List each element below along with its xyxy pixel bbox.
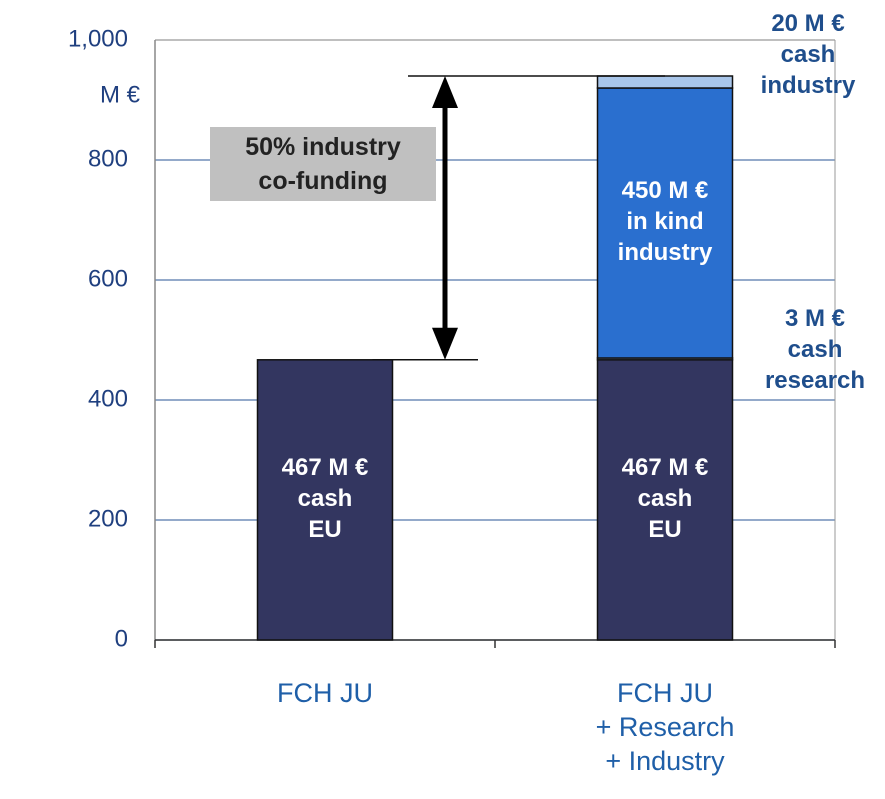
segment-label: 467 M € cash EU (282, 452, 369, 545)
segment-name: cash EU (297, 484, 353, 543)
y-tick-label: 600 (88, 265, 128, 292)
y-tick-label: 1,000 (68, 25, 128, 52)
value-label: 450 M € (621, 177, 709, 204)
x-tick-label: FCH JU (277, 678, 373, 708)
segment-name: cash industry (760, 41, 856, 99)
segment-name: cash EU (637, 484, 693, 543)
annotation: 50% industry co-funding (210, 127, 436, 201)
bar-segment (596, 359, 734, 641)
segment-label: 467 M € cash EU (622, 452, 709, 545)
value-label: 3 M € (784, 305, 846, 332)
y-tick-label: 800 (88, 145, 128, 172)
y-axis-label: M € (100, 81, 141, 108)
segment-label: 20 M € cash industry (761, 8, 856, 101)
bar-segment (596, 75, 734, 89)
arrow-head (432, 76, 458, 108)
y-tick-label: 0 (115, 625, 128, 652)
y-tick-label: 200 (88, 505, 128, 532)
value-label: 20 M € (771, 10, 845, 37)
value-label: 467 M € (281, 453, 369, 481)
x-tick-label: FCH JU + Research + Industry (595, 678, 735, 776)
segment-label: 3 M € cash research (765, 303, 865, 396)
segment-name: cash research (764, 336, 866, 394)
y-tick-label: 400 (88, 385, 128, 412)
arrow-head (432, 327, 458, 360)
segment-name: in kind industry (617, 208, 713, 266)
value-label: 467 M € (621, 453, 709, 481)
segment-label: 450 M € in kind industry (618, 175, 713, 268)
bar-segment (256, 359, 394, 641)
